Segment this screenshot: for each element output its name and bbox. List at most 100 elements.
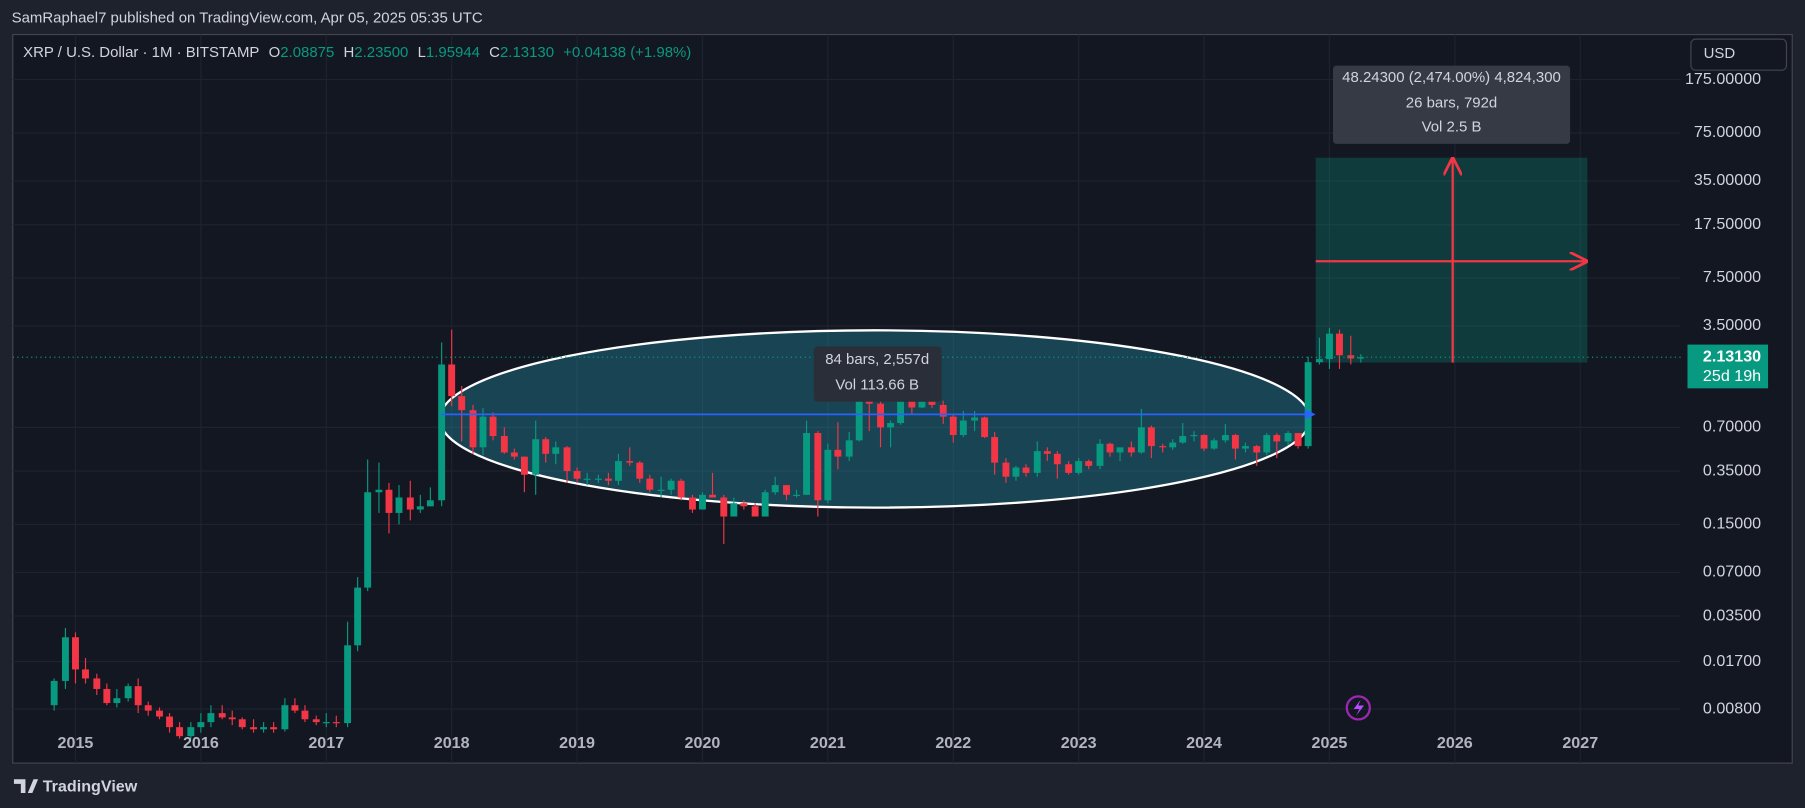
candle-body [1043, 451, 1051, 454]
currency[interactable]: USD [1704, 45, 1736, 62]
measure-info: 48.24300 (2,474.00%) 4,824,300 [1342, 69, 1561, 86]
candle-body [291, 705, 299, 711]
currency-button[interactable] [1690, 38, 1788, 71]
measure-info-box [1332, 65, 1571, 144]
candle-body [176, 727, 184, 737]
candle-body [250, 727, 257, 730]
candle-body [489, 416, 497, 437]
x-tick-label: 2016 [183, 734, 219, 752]
candle-body [1326, 333, 1333, 360]
candle-body [197, 722, 205, 728]
assistant-icon[interactable] [1345, 695, 1371, 721]
candle-body [814, 433, 822, 501]
y-tick-label: 0.70000 [1703, 418, 1761, 436]
candle-body [583, 478, 591, 480]
ohlc-key: C [489, 44, 500, 61]
candle-body [426, 500, 434, 507]
candles [50, 327, 1365, 739]
candle-body [1304, 362, 1312, 447]
candle-body [803, 433, 811, 495]
candle-body [228, 717, 236, 720]
candle-body [1253, 446, 1261, 453]
candle-body [939, 404, 947, 417]
candle-body [594, 478, 602, 480]
candle-body [636, 462, 644, 479]
y-tick-label: 0.07000 [1703, 563, 1761, 581]
candle-body [959, 420, 967, 436]
candle-body [113, 698, 121, 704]
y-tick-label: 35.00000 [1694, 171, 1761, 189]
candle-body [207, 713, 215, 723]
candle-body [657, 489, 665, 491]
y-tick-label: 0.00800 [1703, 699, 1761, 717]
candle-body [897, 395, 905, 424]
candle-body [103, 688, 111, 704]
range-info: Vol 113.66 B [835, 377, 919, 394]
candle-body [332, 722, 340, 724]
candle-body [364, 492, 372, 588]
x-tick-label: 2023 [1061, 734, 1097, 752]
candle-body [218, 713, 226, 718]
x-tick-label: 2015 [58, 734, 94, 752]
candle-body [1065, 464, 1073, 473]
candle-body [238, 719, 246, 728]
y-tick-label: 0.35000 [1703, 461, 1761, 479]
x-tick-label: 2024 [1186, 734, 1222, 752]
bar-countdown: 25d 19h [1703, 367, 1761, 385]
candle-body [751, 506, 759, 517]
candle-body [855, 375, 863, 441]
candle-body [1002, 462, 1010, 477]
assistant-bolt [1353, 699, 1365, 716]
candle-body [469, 410, 477, 448]
candle-body [1221, 435, 1229, 441]
candle-body [1147, 427, 1155, 447]
candle-body [720, 497, 728, 517]
candle-body [344, 645, 352, 724]
y-tick-label: 0.03500 [1703, 606, 1761, 624]
candle-body [520, 456, 528, 475]
candle-body [1169, 442, 1177, 448]
ohlc-value: 2.13130 [500, 44, 554, 61]
candle-body [793, 494, 800, 496]
candle-body [783, 485, 790, 495]
candle-body [1231, 435, 1239, 449]
candle-body [1137, 427, 1145, 453]
candle-body [1284, 433, 1292, 442]
last-price-label: 2.13130 [1703, 348, 1761, 366]
x-tick-label: 2026 [1437, 734, 1473, 752]
candle-body [1357, 357, 1365, 359]
x-tick-label: 2018 [434, 734, 470, 752]
candle-body [730, 503, 738, 517]
candle-body [877, 403, 884, 428]
ohlc-value: 2.08875 [280, 44, 334, 61]
candle-body [385, 489, 393, 513]
symbol-title: XRP / U.S. Dollar · 1M · BITSTAMP [23, 44, 259, 61]
candle-body [61, 637, 69, 681]
ohlc-value: 1.95944 [426, 44, 480, 61]
candle-body [134, 686, 142, 706]
last-price-box [1687, 344, 1769, 389]
candle-body [563, 447, 571, 472]
y-tick-label: 75.00000 [1694, 123, 1761, 141]
candle-body [438, 364, 446, 501]
candle-body [1012, 467, 1020, 477]
candle-body [270, 727, 278, 730]
candle-body [166, 716, 173, 728]
candle-body [532, 439, 540, 475]
measure-info: Vol 2.5 B [1422, 119, 1482, 136]
candle-body [709, 494, 716, 498]
grid [12, 34, 1681, 764]
candle-body [395, 497, 403, 513]
candle-body [322, 722, 330, 724]
candle-body [1263, 435, 1271, 453]
candle-body [626, 461, 634, 463]
candle-body [740, 503, 748, 507]
candle-body [458, 396, 466, 411]
y-tick-label: 17.50000 [1694, 215, 1761, 233]
candle-body [542, 439, 550, 454]
candle-body [1075, 461, 1083, 473]
candle-body [991, 437, 999, 463]
candle-body [981, 417, 989, 438]
candle-body [1022, 467, 1030, 473]
candle-body [72, 637, 79, 670]
